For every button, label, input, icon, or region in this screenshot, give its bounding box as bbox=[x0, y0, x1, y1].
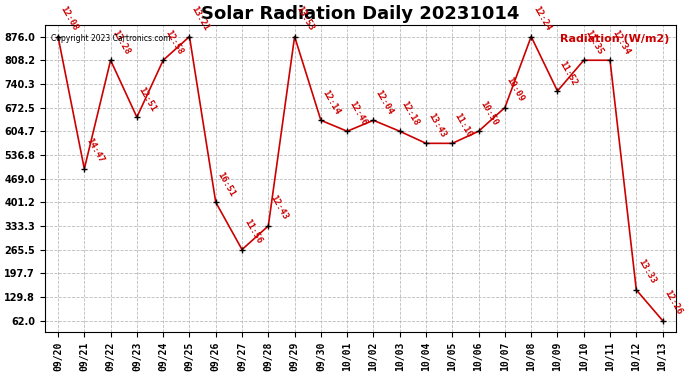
Text: 13:43: 13:43 bbox=[426, 111, 447, 139]
Text: 13:21: 13:21 bbox=[190, 4, 210, 32]
Text: 11:56: 11:56 bbox=[242, 217, 264, 245]
Text: 12:58: 12:58 bbox=[163, 28, 184, 56]
Text: 12:24: 12:24 bbox=[531, 4, 553, 32]
Text: 12:51: 12:51 bbox=[137, 85, 158, 113]
Text: 13:28: 13:28 bbox=[110, 28, 132, 56]
Text: 12:04: 12:04 bbox=[373, 88, 395, 116]
Text: 16:51: 16:51 bbox=[216, 170, 237, 198]
Text: 12:14: 12:14 bbox=[321, 88, 342, 116]
Text: Radiation (W/m2): Radiation (W/m2) bbox=[560, 34, 669, 44]
Text: 12:46: 12:46 bbox=[347, 99, 368, 127]
Text: 12:18: 12:18 bbox=[400, 99, 421, 127]
Text: 10:09: 10:09 bbox=[505, 76, 526, 104]
Text: Copyright 2023 Cartronics.com: Copyright 2023 Cartronics.com bbox=[51, 34, 170, 43]
Text: 12:43: 12:43 bbox=[268, 194, 290, 222]
Text: 14:47: 14:47 bbox=[84, 137, 106, 165]
Text: 11:52: 11:52 bbox=[558, 59, 579, 87]
Text: 13:33: 13:33 bbox=[636, 258, 658, 286]
Text: 12:34: 12:34 bbox=[610, 28, 631, 56]
Text: 11:35: 11:35 bbox=[584, 28, 605, 56]
Title: Solar Radiation Daily 20231014: Solar Radiation Daily 20231014 bbox=[201, 5, 520, 23]
Text: 12:08: 12:08 bbox=[58, 4, 79, 32]
Text: 13:53: 13:53 bbox=[295, 4, 316, 32]
Text: 11:10: 11:10 bbox=[453, 111, 473, 139]
Text: 12:26: 12:26 bbox=[662, 289, 684, 316]
Text: 10:50: 10:50 bbox=[479, 99, 500, 127]
